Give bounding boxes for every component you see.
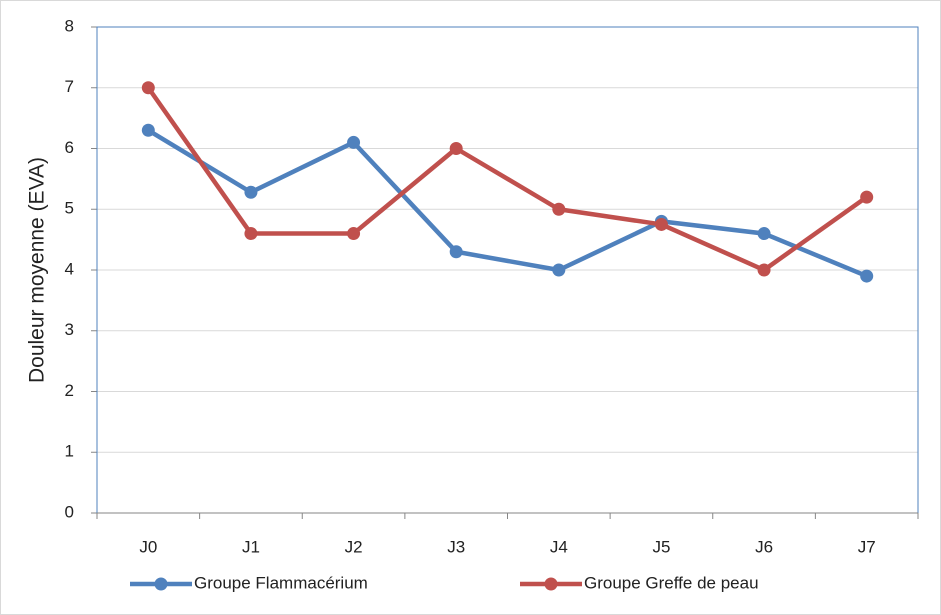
x-tick-label: J7 [858, 537, 876, 556]
y-tick-label: 6 [65, 138, 74, 157]
data-point [552, 202, 566, 216]
data-point [141, 81, 155, 95]
y-tick-label: 7 [65, 77, 74, 96]
y-tick-label: 2 [65, 381, 74, 400]
data-point [654, 217, 668, 231]
data-point [860, 190, 874, 204]
x-tick-label: J0 [139, 537, 157, 556]
y-axis-title: Douleur moyenne (EVA) [26, 157, 49, 383]
y-tick-label: 8 [65, 16, 74, 35]
data-point [757, 263, 771, 277]
y-tick-label: 0 [65, 502, 74, 521]
y-tick-label: 5 [65, 199, 74, 218]
series-line [147, 128, 868, 279]
x-tick-label: J2 [345, 537, 363, 556]
data-point [244, 185, 258, 199]
legend-marker [154, 577, 168, 591]
x-tick-label: J5 [652, 537, 670, 556]
data-point [347, 135, 361, 149]
data-point [449, 142, 463, 155]
data-point [860, 269, 874, 283]
y-tick-label: 1 [65, 442, 74, 461]
y-tick-label: 4 [65, 259, 74, 278]
x-tick-label: J4 [550, 537, 568, 556]
x-tick-label: J1 [242, 537, 260, 556]
data-point [552, 263, 566, 277]
x-tick-label: J3 [447, 537, 465, 556]
data-point [141, 123, 155, 137]
y-tick-label: 3 [65, 320, 74, 339]
data-point [449, 245, 463, 259]
data-point [244, 227, 258, 241]
series-line [146, 86, 868, 273]
data-point [757, 227, 771, 241]
legend-marker [544, 577, 558, 591]
data-point [347, 227, 361, 241]
legend-label: Groupe Greffe de peau [584, 573, 759, 592]
x-tick-label: J6 [755, 537, 773, 556]
legend-label: Groupe Flammacérium [194, 573, 368, 592]
